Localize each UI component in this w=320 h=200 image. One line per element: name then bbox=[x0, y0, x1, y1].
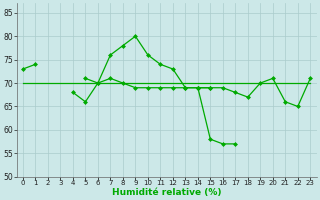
X-axis label: Humidité relative (%): Humidité relative (%) bbox=[112, 188, 221, 197]
